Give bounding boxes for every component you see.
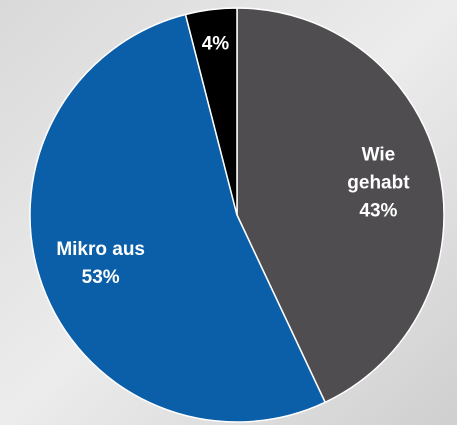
- value-label: 53%: [82, 267, 120, 288]
- slice-label: Mikro aus: [56, 239, 145, 260]
- pie-slice: [236, 7, 445, 404]
- slice-label: Wie gehabt: [347, 144, 410, 193]
- value-label: 4%: [202, 34, 230, 55]
- pie-slice: [29, 13, 327, 423]
- pie-slice: [184, 7, 238, 216]
- label-line: gehabt: [347, 172, 410, 193]
- value-label: 43%: [359, 200, 397, 221]
- label-line: Wie: [362, 144, 396, 165]
